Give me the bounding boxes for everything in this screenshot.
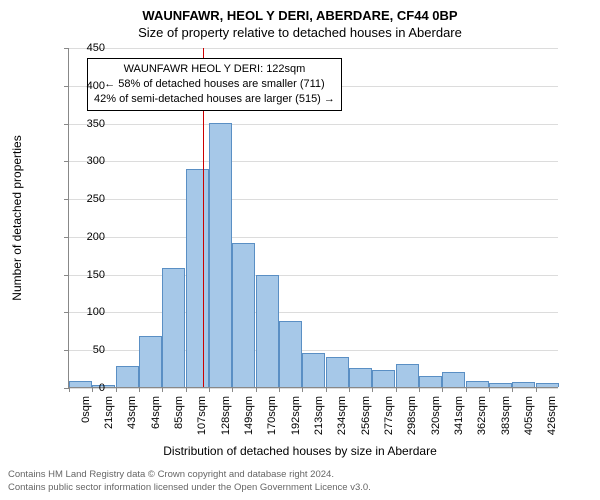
xtick-label: 362sqm [476,396,488,436]
xtick-label: 277sqm [383,396,395,436]
ytick-label: 450 [70,42,105,54]
gridline [69,48,558,49]
xtick-label: 341sqm [453,396,465,436]
histogram-bar [396,364,419,387]
xtick-mark [256,387,257,392]
xtick-label: 43sqm [126,396,138,436]
gridline [69,161,558,162]
ytick-mark [64,48,69,49]
histogram-bar [349,368,372,387]
histogram-bar [419,376,442,387]
ytick-label: 350 [70,118,105,130]
gridline [69,388,558,389]
annotation-line2: ← 58% of detached houses are smaller (71… [94,77,335,92]
ytick-mark [64,124,69,125]
histogram-bar [326,357,349,387]
ytick-mark [64,275,69,276]
xtick-label: 192sqm [290,396,302,436]
ytick-mark [64,312,69,313]
xtick-label: 383sqm [500,396,512,436]
histogram-bar [466,381,489,387]
xtick-mark [139,387,140,392]
xtick-label: 128sqm [220,396,232,436]
xtick-label: 320sqm [430,396,442,436]
histogram-bar [279,321,302,387]
ytick-label: 400 [70,80,105,92]
xtick-mark [326,387,327,392]
chart-title-line2: Size of property relative to detached ho… [0,23,600,40]
xtick-label: 426sqm [546,396,558,436]
histogram-bar [512,382,535,387]
xtick-mark [209,387,210,392]
histogram-bar [232,243,255,387]
y-axis-label: Number of detached properties [10,135,24,300]
histogram-bar [186,169,209,387]
ytick-label: 200 [70,231,105,243]
xtick-mark [302,387,303,392]
ytick-label: 50 [70,344,105,356]
xtick-label: 170sqm [266,396,278,436]
gridline [69,237,558,238]
xtick-mark [186,387,187,392]
xtick-label: 0sqm [80,396,92,436]
xtick-mark [466,387,467,392]
footer-line2: Contains public sector information licen… [8,482,371,494]
xtick-mark [372,387,373,392]
xtick-mark [116,387,117,392]
xtick-label: 85sqm [173,396,185,436]
x-axis-label: Distribution of detached houses by size … [0,444,600,458]
histogram-bar [162,268,185,387]
ytick-label: 0 [70,382,105,394]
ytick-label: 250 [70,193,105,205]
plot-area: WAUNFAWR HEOL Y DERI: 122sqm← 58% of det… [68,48,558,388]
ytick-mark [64,161,69,162]
gridline [69,275,558,276]
ytick-mark [64,86,69,87]
histogram-bar [209,123,232,387]
xtick-mark [162,387,163,392]
xtick-mark [279,387,280,392]
histogram-bar [442,372,465,387]
histogram-bar [116,366,139,387]
ytick-mark [64,199,69,200]
xtick-mark [396,387,397,392]
histogram-bar [256,275,279,387]
xtick-label: 21sqm [103,396,115,436]
xtick-label: 256sqm [360,396,372,436]
histogram-bar [489,383,512,387]
xtick-mark [419,387,420,392]
annotation-line3: 42% of semi-detached houses are larger (… [94,92,335,107]
xtick-label: 234sqm [336,396,348,436]
chart-title-line1: WAUNFAWR, HEOL Y DERI, ABERDARE, CF44 0B… [0,0,600,23]
xtick-label: 64sqm [150,396,162,436]
histogram-bar [536,383,559,387]
xtick-label: 405sqm [523,396,535,436]
ytick-label: 300 [70,155,105,167]
histogram-bar [302,353,325,387]
xtick-mark [536,387,537,392]
gridline [69,124,558,125]
ytick-label: 150 [70,269,105,281]
xtick-mark [489,387,490,392]
xtick-mark [349,387,350,392]
annotation-line1: WAUNFAWR HEOL Y DERI: 122sqm [94,62,335,77]
ytick-mark [64,237,69,238]
xtick-mark [512,387,513,392]
ytick-mark [64,350,69,351]
xtick-label: 149sqm [243,396,255,436]
footer-line1: Contains HM Land Registry data © Crown c… [8,469,371,481]
annotation-box: WAUNFAWR HEOL Y DERI: 122sqm← 58% of det… [87,58,342,111]
xtick-label: 107sqm [196,396,208,436]
xtick-mark [232,387,233,392]
gridline [69,312,558,313]
footer-attribution: Contains HM Land Registry data © Crown c… [8,469,371,494]
histogram-bar [139,336,162,387]
xtick-mark [442,387,443,392]
xtick-label: 213sqm [313,396,325,436]
ytick-label: 100 [70,306,105,318]
xtick-label: 298sqm [406,396,418,436]
histogram-bar [372,370,395,387]
gridline [69,199,558,200]
